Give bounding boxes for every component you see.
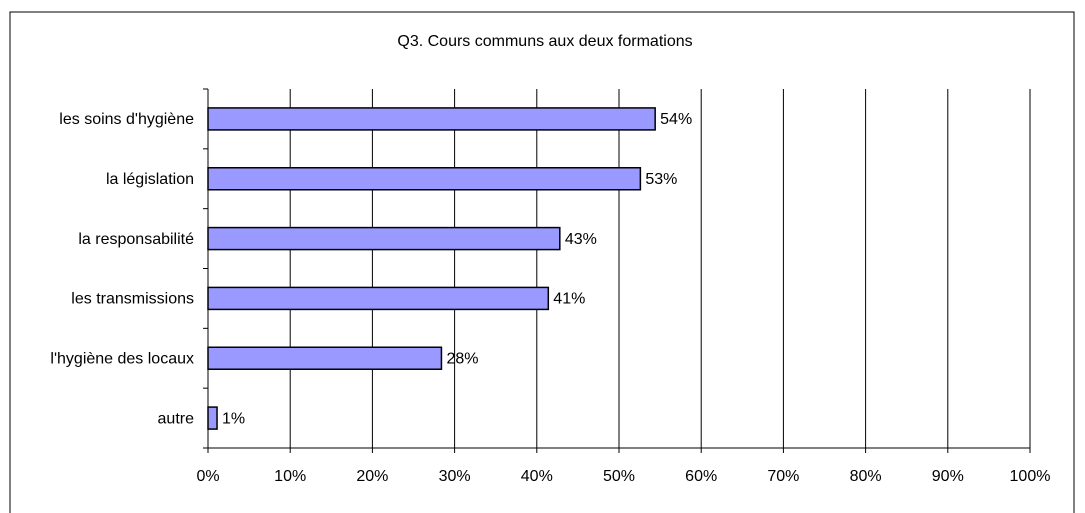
x-tick-label: 10% <box>274 468 306 485</box>
chart-frame <box>9 11 1075 513</box>
data-label: 43% <box>565 231 597 248</box>
x-tick-label: 90% <box>932 468 964 485</box>
bar <box>207 406 218 430</box>
y-tick-label: autre <box>158 410 195 427</box>
bar <box>207 167 642 191</box>
bar <box>207 286 550 311</box>
x-tick-label: 60% <box>685 468 717 485</box>
bar <box>207 346 443 370</box>
x-tick-label: 50% <box>603 468 635 485</box>
bar <box>207 107 656 131</box>
x-tick-label: 80% <box>850 468 882 485</box>
data-label: 54% <box>660 111 692 128</box>
y-tick-label: la législation <box>106 171 194 188</box>
y-tick-label: les transmissions <box>71 291 194 308</box>
data-label: 28% <box>446 350 478 367</box>
x-tick-label: 30% <box>439 468 471 485</box>
x-tick-label: 40% <box>521 468 553 485</box>
data-label: 1% <box>222 410 245 427</box>
data-label: 41% <box>553 291 585 308</box>
x-tick-label: 70% <box>767 468 799 485</box>
x-tick-label: 100% <box>1010 468 1051 485</box>
bar <box>207 226 561 251</box>
y-tick-label: les soins d'hygiène <box>59 111 194 128</box>
x-tick-label: 20% <box>356 468 388 485</box>
data-label: 53% <box>645 171 677 188</box>
y-tick-label: l'hygiène des locaux <box>50 350 194 367</box>
y-tick-label: la responsabilité <box>78 231 194 248</box>
x-tick-label: 0% <box>196 468 219 485</box>
chart-title: Q3. Cours communs aux deux formations <box>397 33 692 50</box>
